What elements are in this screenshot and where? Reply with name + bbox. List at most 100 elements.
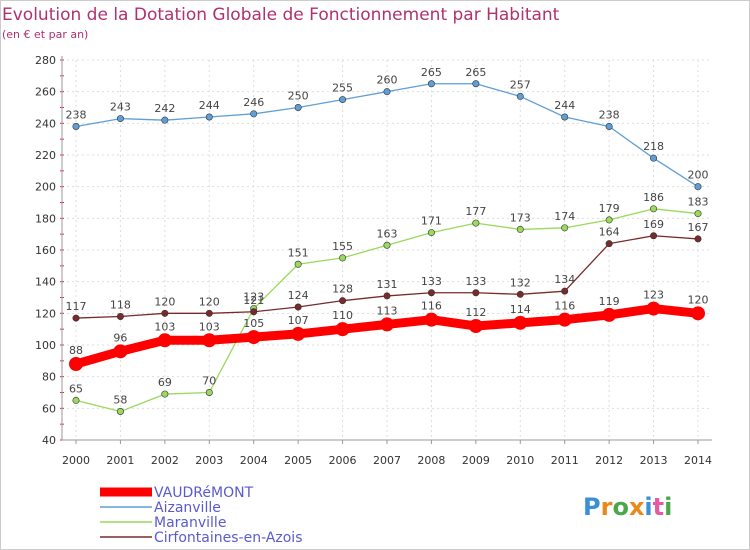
data-point xyxy=(513,315,528,330)
y-tick-label: 80 xyxy=(42,371,56,384)
grid xyxy=(62,59,712,441)
data-label: 179 xyxy=(599,202,620,215)
data-label: 120 xyxy=(154,295,175,308)
data-point xyxy=(424,312,439,327)
data-point xyxy=(291,326,306,341)
logo-letter: t xyxy=(653,493,664,521)
data-point xyxy=(250,308,258,316)
data-label: 244 xyxy=(199,99,220,112)
y-tick-label: 60 xyxy=(42,402,56,415)
x-tick-label: 2010 xyxy=(506,454,534,467)
data-point xyxy=(605,123,613,131)
legend: VAUDRéMONTAizanvilleMaranvilleCirfontain… xyxy=(100,485,302,546)
data-point xyxy=(602,307,617,322)
data-label: 65 xyxy=(69,382,83,395)
logo-letter: r xyxy=(601,493,613,521)
data-point xyxy=(427,289,435,297)
data-label: 123 xyxy=(243,291,264,304)
data-label: 243 xyxy=(110,101,131,114)
proxiti-logo: Proxiti xyxy=(583,493,672,521)
series-vaudr-mont xyxy=(69,301,705,371)
data-label: 103 xyxy=(154,320,175,333)
logo-letter: o xyxy=(612,493,629,521)
data-point xyxy=(427,229,435,237)
data-point xyxy=(427,80,435,88)
x-tick-label: 2011 xyxy=(551,454,579,467)
data-label: 133 xyxy=(465,275,486,288)
y-tick-label: 100 xyxy=(35,339,56,352)
series-cirfontaines-en-azois xyxy=(72,232,702,322)
data-point xyxy=(516,92,524,100)
data-point xyxy=(72,123,80,131)
data-label: 167 xyxy=(688,221,709,234)
data-point xyxy=(383,241,391,249)
logo-letter: P xyxy=(583,493,601,521)
data-point xyxy=(468,319,483,333)
legend-label: Cirfontaines-en-Azois xyxy=(154,530,302,546)
data-point xyxy=(694,183,702,191)
data-label: 123 xyxy=(643,289,664,302)
data-label: 246 xyxy=(243,96,264,109)
data-label: 116 xyxy=(554,300,575,313)
data-point xyxy=(339,297,347,305)
data-point xyxy=(516,290,524,298)
data-label: 238 xyxy=(599,109,620,122)
data-label: 119 xyxy=(599,295,620,308)
x-tick-label: 2001 xyxy=(106,454,134,467)
data-point xyxy=(335,322,350,337)
data-point xyxy=(116,115,124,123)
data-label: 132 xyxy=(510,276,531,289)
data-label: 265 xyxy=(421,66,442,79)
data-point xyxy=(561,224,569,232)
data-label: 114 xyxy=(510,303,531,316)
data-label: 242 xyxy=(154,102,175,115)
x-tick-label: 2007 xyxy=(373,454,401,467)
x-tick-label: 2006 xyxy=(329,454,357,467)
data-label: 117 xyxy=(66,300,87,313)
y-tick-label: 200 xyxy=(35,181,56,194)
data-label: 96 xyxy=(113,331,127,344)
data-point xyxy=(294,260,302,268)
y-tick-label: 140 xyxy=(35,276,56,289)
data-label: 113 xyxy=(377,304,398,317)
data-point xyxy=(383,88,391,96)
legend-label: VAUDRéMONT xyxy=(154,485,254,501)
data-label: 70 xyxy=(202,375,216,388)
data-label: 110 xyxy=(332,309,353,322)
legend-label: Aizanville xyxy=(154,500,221,516)
data-point xyxy=(694,210,702,218)
data-label: 105 xyxy=(243,317,264,330)
chart-subtitle: (en € et par an) xyxy=(2,28,88,41)
y-tick-label: 220 xyxy=(35,149,56,162)
x-tick-label: 2013 xyxy=(640,454,668,467)
data-label: 118 xyxy=(110,299,131,312)
data-label: 69 xyxy=(158,376,172,389)
y-tick-label: 180 xyxy=(35,212,56,225)
data-label: 155 xyxy=(332,240,353,253)
data-point xyxy=(205,309,213,317)
x-tick-label: 2002 xyxy=(151,454,179,467)
data-label: 177 xyxy=(465,205,486,218)
data-point xyxy=(250,110,258,118)
data-label: 255 xyxy=(332,82,353,95)
x-tick-label: 2000 xyxy=(62,454,90,467)
data-point xyxy=(205,388,213,396)
logo-letter: i xyxy=(664,493,672,521)
chart-title: Evolution de la Dotation Globale de Fonc… xyxy=(2,5,560,25)
data-label: 260 xyxy=(377,74,398,87)
data-point xyxy=(472,219,480,227)
x-tick-label: 2014 xyxy=(684,454,712,467)
data-label: 186 xyxy=(643,191,664,204)
data-label: 183 xyxy=(688,196,709,209)
data-label: 58 xyxy=(113,394,127,407)
data-point xyxy=(561,113,569,121)
data-point xyxy=(205,113,213,121)
data-point xyxy=(691,306,705,321)
data-point xyxy=(650,205,658,213)
data-label: 151 xyxy=(288,246,309,259)
data-point xyxy=(339,254,347,262)
data-point xyxy=(161,309,169,317)
data-point xyxy=(294,104,302,112)
